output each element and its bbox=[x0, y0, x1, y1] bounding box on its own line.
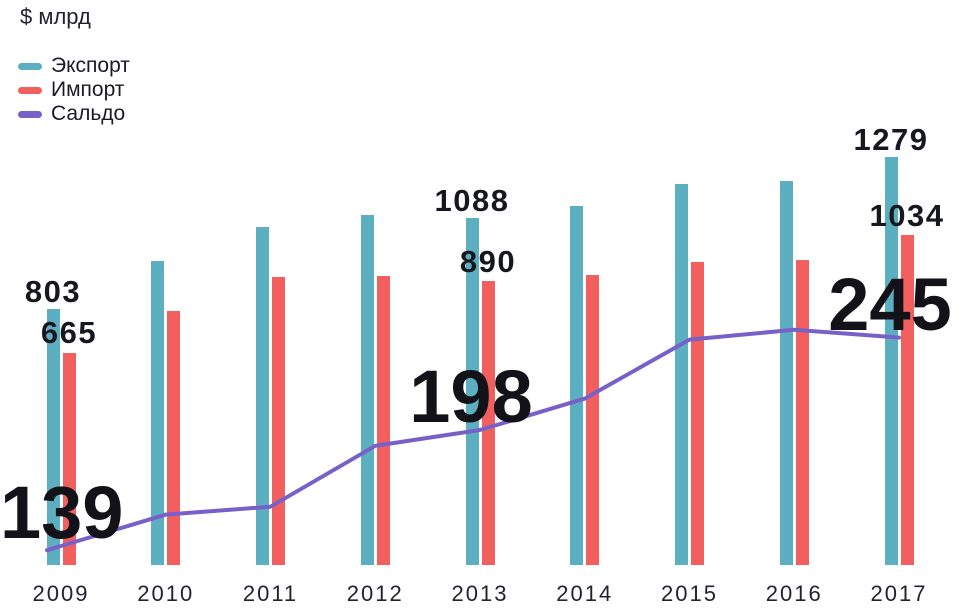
import-value-label: 890 bbox=[459, 243, 517, 279]
x-axis-label: 2014 bbox=[556, 581, 614, 606]
import-bar bbox=[272, 277, 285, 565]
legend-item-export: Экспорт bbox=[18, 54, 130, 78]
export-swatch-icon bbox=[18, 62, 42, 70]
export-bar bbox=[779, 180, 793, 565]
legend: Экспорт Импорт Сальдо bbox=[18, 54, 130, 126]
legend-label-import: Импорт bbox=[51, 78, 125, 101]
export-bar bbox=[256, 226, 269, 565]
import-bar bbox=[900, 235, 914, 565]
x-axis-label: 2009 bbox=[32, 581, 90, 606]
x-axis-label: 2016 bbox=[765, 581, 823, 606]
legend-item-saldo: Сальдо bbox=[18, 102, 130, 126]
import-bar bbox=[586, 274, 600, 565]
legend-label-saldo: Сальдо bbox=[51, 102, 126, 125]
import-swatch-icon bbox=[18, 86, 42, 94]
x-axis-label: 2010 bbox=[137, 581, 195, 606]
import-value-label: 665 bbox=[40, 315, 98, 351]
x-axis-label: 2011 bbox=[242, 581, 299, 606]
legend-label-export: Экспорт bbox=[51, 54, 130, 77]
import-bar bbox=[167, 310, 181, 565]
import-value-label: 1034 bbox=[869, 197, 945, 233]
import-bar bbox=[691, 262, 704, 565]
saldo-swatch-icon bbox=[18, 110, 42, 118]
x-axis-label: 2013 bbox=[451, 581, 509, 606]
saldo-value-label: 139 bbox=[0, 471, 124, 555]
x-axis-label: 2017 bbox=[870, 581, 928, 606]
legend-item-import: Импорт bbox=[18, 78, 130, 102]
export-bar bbox=[151, 261, 165, 565]
saldo-value-label: 245 bbox=[828, 262, 952, 346]
y-axis-unit-label: $ млрд bbox=[20, 4, 91, 29]
saldo-value-label: 198 bbox=[409, 355, 533, 439]
x-axis-label: 2015 bbox=[661, 581, 718, 606]
x-axis-label: 2012 bbox=[346, 581, 404, 606]
export-value-label: 1088 bbox=[434, 183, 510, 219]
export-bar bbox=[675, 184, 688, 565]
export-value-label: 1279 bbox=[853, 122, 929, 158]
export-value-label: 803 bbox=[24, 274, 82, 310]
